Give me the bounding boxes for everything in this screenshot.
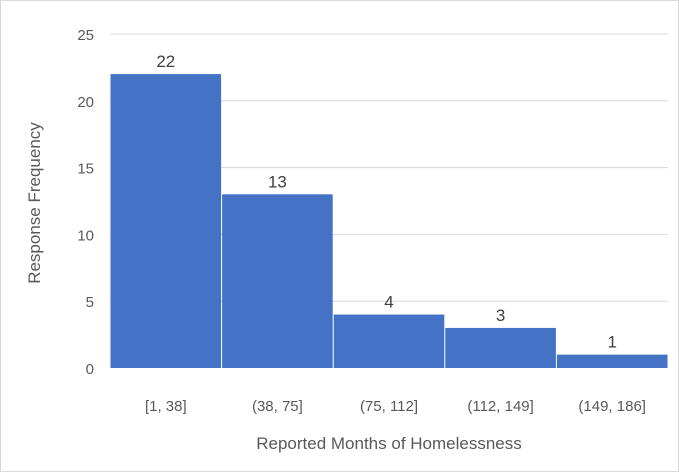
bar	[222, 194, 333, 368]
x-tick-label: [1, 38]	[145, 398, 187, 415]
y-tick-label: 0	[86, 361, 94, 378]
y-tick-label: 20	[77, 94, 94, 111]
x-tick-label: (75, 112]	[360, 398, 418, 415]
x-axis-ticks: [1, 38] (38, 75] (75, 112] (112, 149] (149, …	[145, 398, 646, 415]
data-labels: 22 13 4 3 1	[156, 52, 617, 352]
y-tick-label: 5	[86, 294, 94, 311]
x-tick-label: (38, 75]	[252, 398, 303, 415]
bar	[556, 354, 668, 368]
x-axis-title: Reported Months of Homelessness	[256, 434, 522, 453]
data-label: 1	[607, 333, 616, 352]
bar	[110, 74, 222, 368]
data-label: 13	[268, 172, 287, 191]
y-axis-title: Response Frequency	[25, 122, 44, 284]
data-label: 22	[156, 52, 175, 71]
y-tick-label: 15	[77, 161, 94, 178]
y-tick-label: 25	[77, 27, 94, 44]
y-axis-ticks: 0 5 10 15 20 25	[77, 27, 94, 378]
bar	[445, 327, 556, 368]
x-tick-label: (149, 186]	[578, 398, 646, 415]
bar	[333, 314, 445, 368]
y-tick-label: 10	[77, 227, 94, 244]
data-label: 4	[384, 293, 393, 312]
x-tick-label: (112, 149]	[467, 398, 533, 415]
data-label: 3	[496, 306, 505, 325]
bars	[110, 74, 668, 368]
